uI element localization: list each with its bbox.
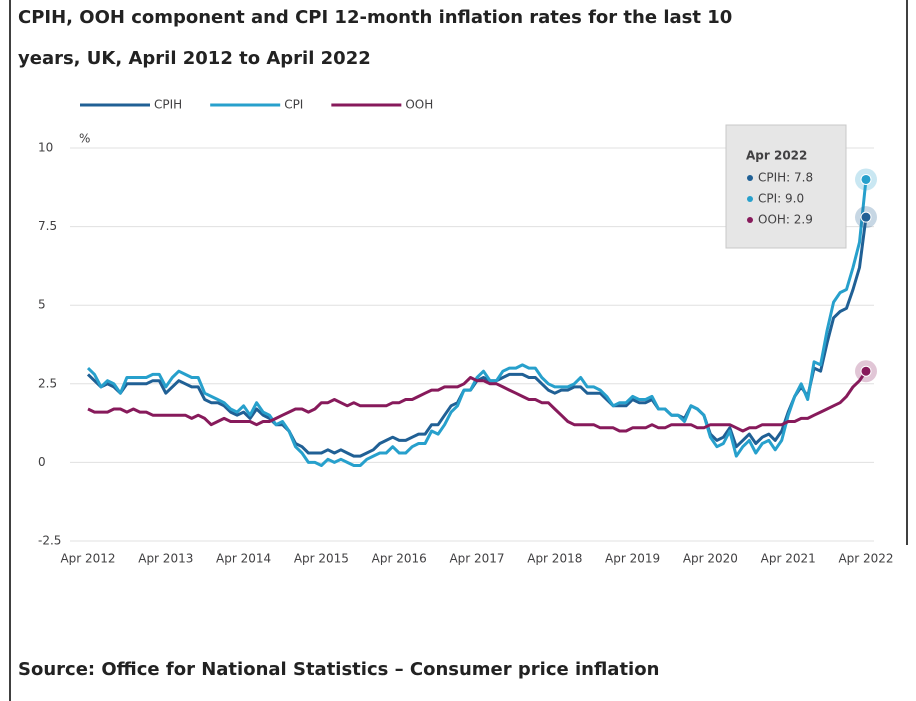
series-line bbox=[87, 370, 868, 433]
x-tick-label: Apr 2012 bbox=[60, 552, 115, 566]
x-tick-label: Apr 2020 bbox=[683, 552, 738, 566]
x-tick-label: Apr 2018 bbox=[527, 552, 582, 566]
x-tick-label: Apr 2014 bbox=[216, 552, 271, 566]
chart-title-line2: years, UK, April 2012 to April 2022 bbox=[18, 48, 371, 69]
x-tick-label: Apr 2017 bbox=[449, 552, 504, 566]
y-tick-label: -2.5 bbox=[38, 534, 61, 548]
legend-label: CPI bbox=[284, 98, 303, 112]
x-tick-label: Apr 2016 bbox=[372, 552, 427, 566]
tooltip-box bbox=[725, 124, 847, 249]
tooltip-dot bbox=[747, 175, 753, 181]
source: Source: Office for National Statistics –… bbox=[18, 659, 659, 680]
x-tick-label: Apr 2021 bbox=[761, 552, 816, 566]
chart-title: CPIH, OOH component and CPI 12-month inf… bbox=[18, 7, 732, 28]
tooltip-dot bbox=[747, 217, 753, 223]
x-tick-label: Apr 2015 bbox=[294, 552, 349, 566]
x-tick-label: Apr 2022 bbox=[838, 552, 893, 566]
x-tick-label: Apr 2013 bbox=[138, 552, 193, 566]
tooltip-item: CPIH: 7.8 bbox=[758, 171, 813, 185]
y-tick-label: 2.5 bbox=[38, 376, 57, 390]
tooltip-item: OOH: 2.9 bbox=[758, 213, 813, 227]
y-tick-label: 5 bbox=[38, 298, 46, 312]
tooltip: Apr 2022 CPIH: 7.8 CPI: 9.0 OOH: 2.9 bbox=[725, 124, 847, 249]
legend-label: CPIH bbox=[154, 98, 182, 112]
y-tick-label: 7.5 bbox=[38, 219, 57, 233]
x-tick-label: Apr 2019 bbox=[605, 552, 660, 566]
legend-label: OOH bbox=[405, 98, 433, 112]
y-tick-label: 0 bbox=[38, 455, 46, 469]
end-point bbox=[860, 365, 872, 377]
tooltip-dot bbox=[747, 196, 753, 202]
end-point bbox=[860, 211, 872, 223]
series-line bbox=[86, 179, 868, 467]
tooltip-item: CPI: 9.0 bbox=[758, 192, 804, 206]
y-axis-label: % bbox=[79, 132, 90, 146]
end-point bbox=[860, 173, 872, 185]
y-tick-label: 10 bbox=[38, 141, 53, 155]
tooltip-title: Apr 2022 bbox=[746, 149, 807, 163]
